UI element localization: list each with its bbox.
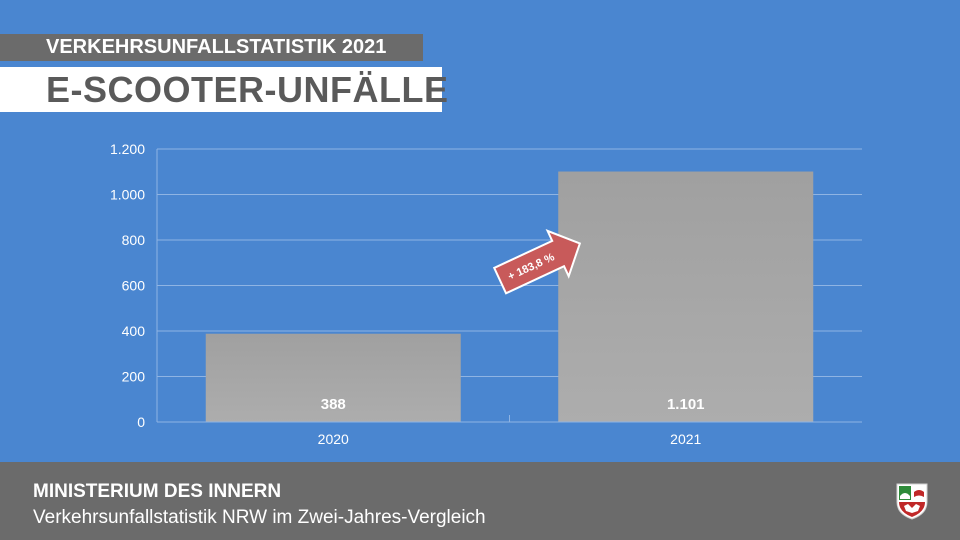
data-label: 1.101 (667, 396, 705, 413)
y-tick-label: 600 (122, 278, 146, 294)
y-tick-label: 1.200 (110, 141, 145, 157)
bar (558, 171, 814, 422)
bar (205, 333, 461, 422)
chart-subtitle: VERKEHRSUNFALLSTATISTIK 2021 (46, 36, 387, 58)
annotation-arrow-icon (492, 229, 582, 295)
y-tick-label: 400 (122, 323, 146, 339)
title-band: E-SCOOTER-UNFÄLLE (0, 67, 448, 112)
y-tick-label: 1.000 (110, 187, 145, 203)
nrw-crest-icon (896, 483, 928, 520)
y-tick-label: 800 (122, 232, 146, 248)
x-tick-label: 2020 (318, 431, 349, 447)
footer-band: MINISTERIUM DES INNERN Verkehrsunfallsta… (0, 462, 960, 540)
subtitle-band: VERKEHRSUNFALLSTATISTIK 2021 (0, 34, 423, 61)
bar-chart: 388 1.101 0 200 400 600 800 1.000 1.200 2020 2021… (110, 141, 862, 447)
x-tick-label: 2021 (670, 431, 701, 447)
chart-title: E-SCOOTER-UNFÄLLE (46, 69, 449, 110)
ministry-name: MINISTERIUM DES INNERN (33, 481, 282, 502)
y-tick-label: 200 (122, 369, 146, 385)
y-tick-label: 0 (137, 414, 145, 430)
footer-description: Verkehrsunfallstatistik NRW im Zwei-Jahr… (33, 507, 486, 528)
data-label: 388 (321, 396, 346, 413)
